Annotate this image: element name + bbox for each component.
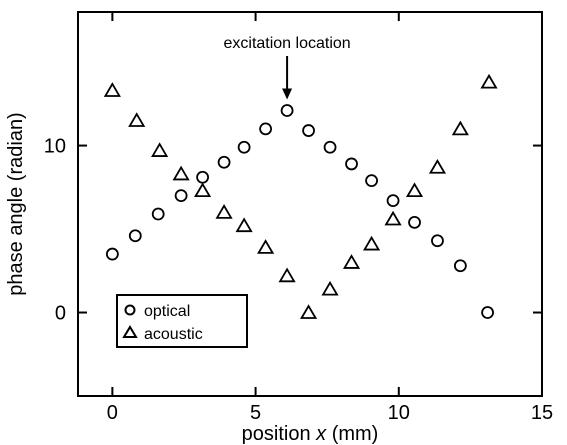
data-point-acoustic bbox=[128, 112, 146, 127]
data-point-optical bbox=[280, 104, 294, 117]
data-point-optical bbox=[386, 194, 400, 208]
x-tick-label: 5 bbox=[250, 402, 261, 424]
data-point-optical bbox=[237, 140, 251, 154]
data-point-acoustic bbox=[342, 254, 361, 269]
annotation-arrow-head bbox=[282, 88, 293, 100]
data-point-optical bbox=[345, 157, 358, 171]
data-point-optical bbox=[196, 170, 209, 184]
data-point-acoustic bbox=[215, 204, 233, 219]
data-point-acoustic bbox=[321, 280, 339, 296]
data-point-acoustic bbox=[363, 235, 381, 251]
legend-label-acoustic: acoustic bbox=[144, 326, 203, 343]
legend-marker-acoustic bbox=[122, 325, 138, 338]
data-point-acoustic bbox=[151, 142, 169, 157]
data-point-optical bbox=[302, 124, 315, 137]
data-point-acoustic bbox=[103, 82, 121, 97]
x-axis-title-prefix: position bbox=[242, 423, 317, 445]
data-point-acoustic bbox=[384, 210, 402, 226]
data-point-optical bbox=[217, 155, 231, 169]
data-point-optical bbox=[323, 140, 337, 154]
y-axis-title: phase angle (radian) bbox=[5, 112, 27, 295]
data-point-optical bbox=[453, 259, 467, 273]
plot-frame bbox=[77, 11, 543, 397]
data-point-acoustic bbox=[278, 267, 296, 283]
data-point-acoustic bbox=[257, 239, 275, 254]
data-point-optical bbox=[151, 207, 165, 221]
legend-box bbox=[116, 294, 248, 348]
excitation-annotation: excitation location bbox=[223, 35, 351, 100]
data-point-acoustic bbox=[194, 182, 212, 198]
x-tick-label: 15 bbox=[531, 402, 553, 424]
data-point-optical bbox=[431, 234, 444, 248]
x-tick-label: 0 bbox=[107, 402, 118, 424]
data-marks bbox=[103, 73, 498, 319]
data-point-optical bbox=[481, 306, 494, 319]
data-point-acoustic bbox=[300, 304, 318, 319]
data-point-acoustic bbox=[480, 73, 498, 89]
data-point-optical bbox=[128, 229, 142, 243]
axis-ticks: 0 5 10 15 0 10 bbox=[44, 12, 553, 424]
data-point-optical bbox=[365, 174, 378, 188]
data-point-optical bbox=[259, 122, 273, 136]
data-point-optical bbox=[174, 189, 188, 203]
data-point-acoustic bbox=[428, 158, 447, 174]
x-tick-label: 10 bbox=[388, 402, 410, 424]
y-tick-label: 10 bbox=[44, 136, 66, 158]
data-point-optical bbox=[408, 215, 421, 229]
y-tick-label: 0 bbox=[55, 303, 66, 325]
x-axis-title: position x (mm) bbox=[242, 423, 379, 445]
x-axis-title-unit: (mm) bbox=[326, 423, 378, 445]
data-point-acoustic bbox=[451, 120, 469, 136]
legend-marker-optical bbox=[124, 304, 136, 316]
data-point-acoustic bbox=[172, 165, 190, 181]
data-point-acoustic bbox=[405, 182, 424, 198]
x-axis-title-variable: x bbox=[315, 423, 327, 445]
data-point-optical bbox=[105, 247, 119, 261]
data-point-acoustic bbox=[235, 217, 253, 233]
legend-label-optical: optical bbox=[144, 303, 190, 320]
annotation-label: excitation location bbox=[223, 35, 350, 52]
legend: optical acoustic bbox=[116, 294, 248, 348]
